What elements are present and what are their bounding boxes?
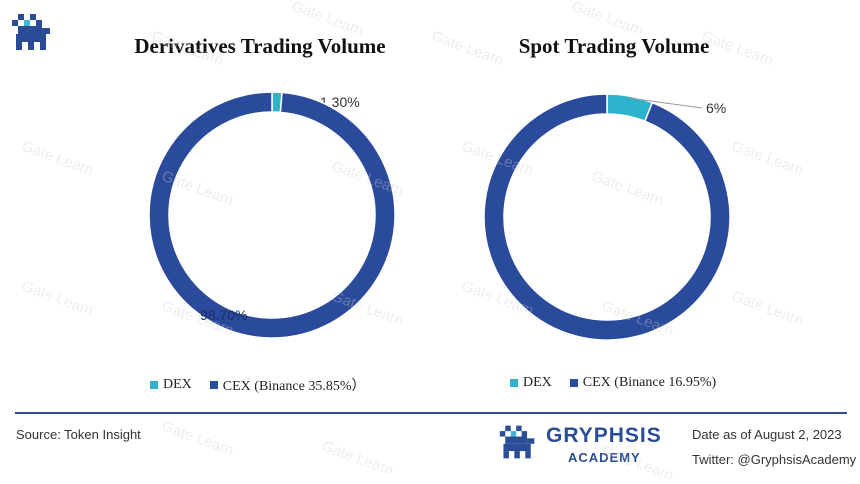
watermark-text: Gate Learn: [159, 417, 236, 460]
brand-name: GRYPHSIS: [546, 424, 662, 447]
date-text: Date as of August 2, 2023: [692, 427, 842, 442]
legend-label-dex: DEX: [523, 375, 552, 390]
slice-cex: [483, 93, 731, 341]
watermark-text: Gate Learn: [19, 277, 96, 320]
footer-divider: [15, 412, 847, 414]
cex-swatch: [569, 379, 578, 387]
watermark-text: Gate Learn: [19, 137, 96, 180]
legend-item-cex: CEX (Binance 16.95%): [569, 375, 717, 391]
twitter-handle: Twitter: @GryphsisAcademy: [692, 452, 857, 467]
cex-swatch: [209, 381, 218, 389]
slice-dex: [606, 93, 654, 123]
spot-donut-chart: 6%: [483, 93, 731, 341]
brand-subtitle: ACADEMY: [568, 450, 641, 465]
source-text: Source: Token Insight: [16, 427, 141, 442]
watermark-text: Gate Learn: [319, 437, 396, 480]
legend-item-dex: DEX: [510, 375, 552, 391]
legend-label-cex: CEX (Binance 35.85%）: [222, 379, 366, 394]
derivatives-donut-chart: 1.30%98.70%: [148, 91, 396, 339]
legend-item-dex: DEX: [150, 377, 192, 393]
data-label-dex: 6%: [706, 100, 726, 116]
legend-label-dex: DEX: [163, 377, 192, 392]
dex-swatch: [510, 379, 518, 387]
data-label-cex: 98.70%: [200, 307, 247, 323]
derivatives-legend: DEX CEX (Binance 35.85%）: [150, 375, 383, 395]
legend-item-cex: CEX (Binance 35.85%）: [209, 375, 366, 395]
spot-legend: DEX CEX (Binance 16.95%): [510, 375, 734, 391]
dex-swatch: [150, 381, 158, 389]
leader-line-dex: [629, 97, 703, 109]
derivatives-chart-title: Derivatives Trading Volume: [134, 34, 386, 58]
gryphsis-logo-footer: [499, 425, 535, 459]
slice-cex: [148, 91, 396, 339]
legend-label-cex: CEX (Binance 16.95%): [582, 375, 717, 390]
gryphsis-logo-top: [12, 14, 50, 50]
spot-chart-title: Spot Trading Volume: [518, 34, 710, 58]
